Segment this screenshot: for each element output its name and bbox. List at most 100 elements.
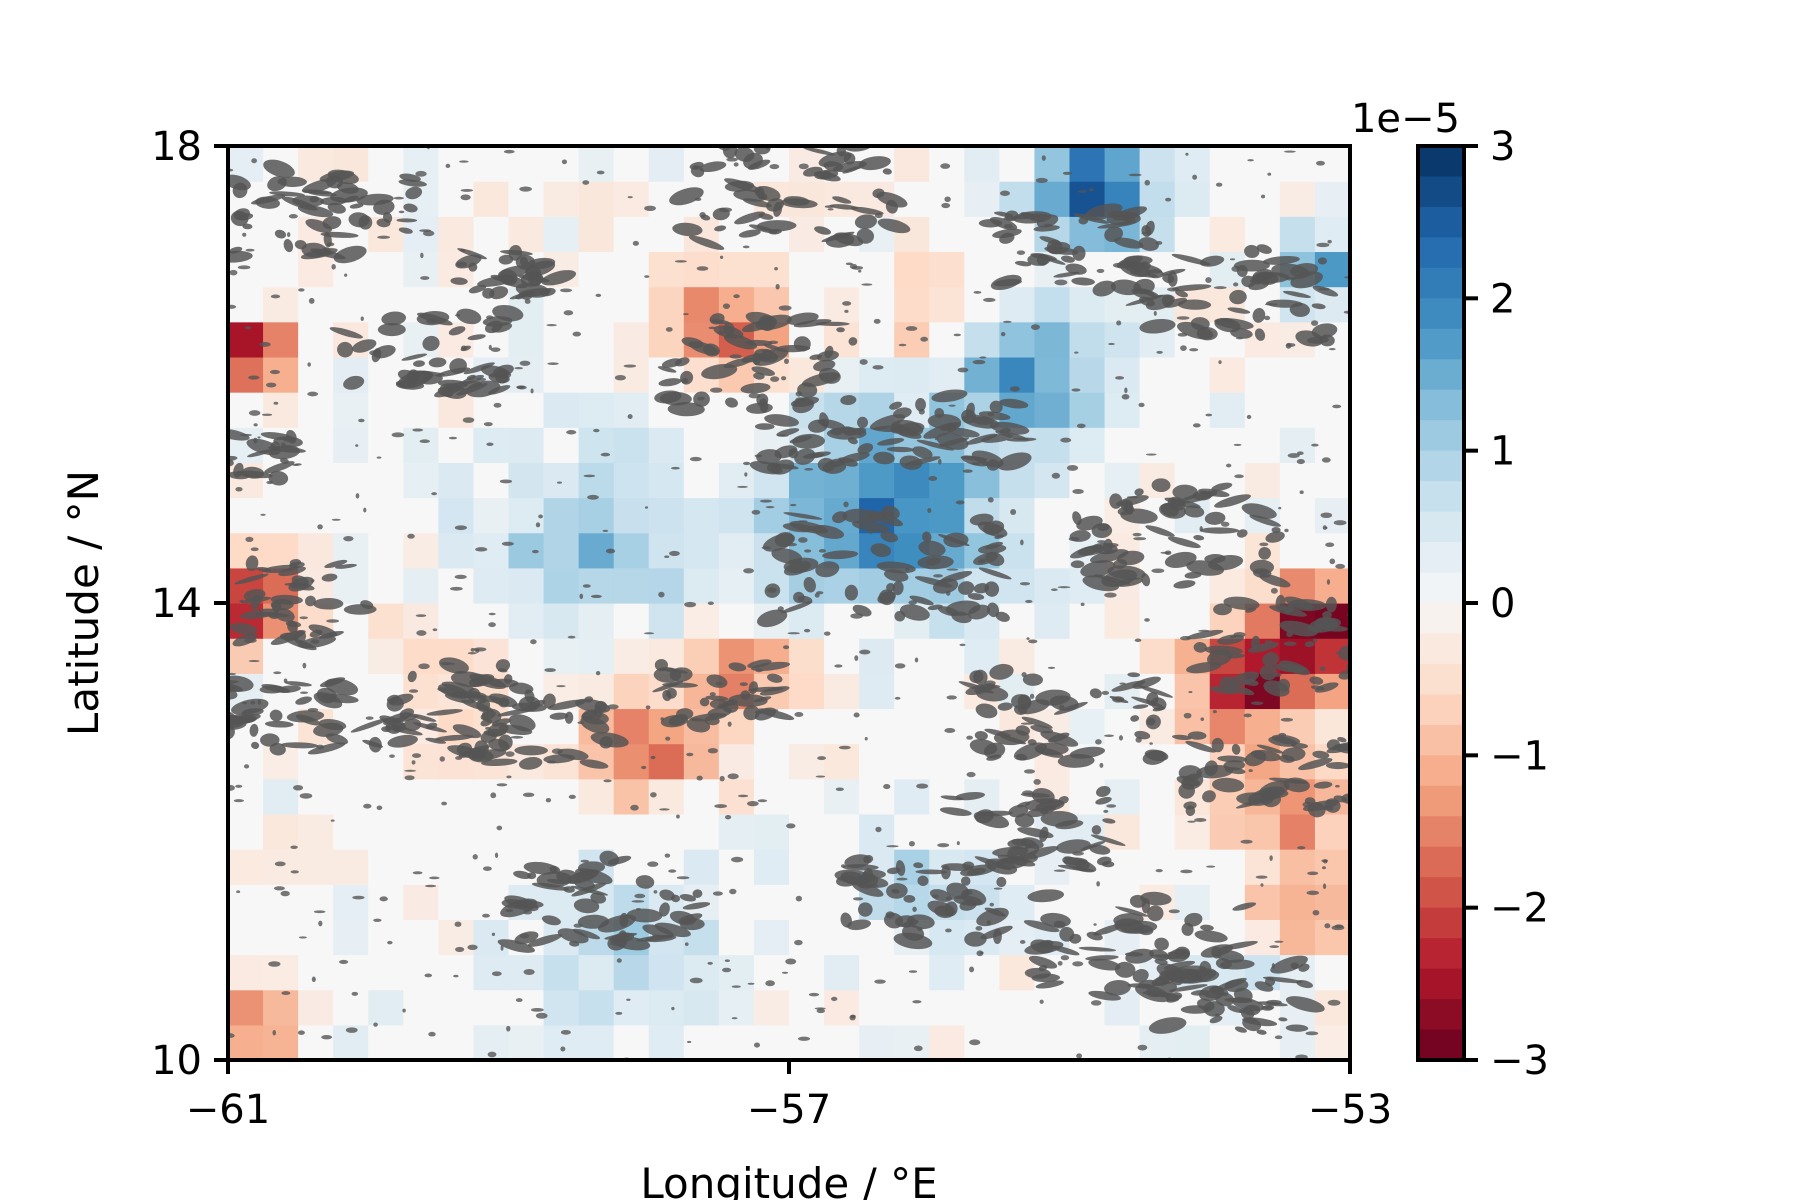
cloud-speck [266, 480, 274, 485]
heatmap-cell [1209, 146, 1246, 182]
heatmap-cell [473, 849, 510, 885]
colorbar-segment [1418, 907, 1464, 939]
cloud-blob [832, 511, 848, 524]
cloud-speck [546, 760, 557, 764]
cloud-blob [1374, 643, 1401, 656]
heatmap-cell [894, 356, 930, 393]
cloud-speck [1063, 856, 1073, 860]
cloud-blob [842, 864, 879, 871]
cloud-speck [1023, 769, 1036, 774]
heatmap-cell [824, 286, 860, 323]
cloud-blob [880, 531, 899, 543]
heatmap-cell [683, 813, 720, 850]
cloud-speck [1189, 348, 1199, 352]
cloud-speck [809, 526, 819, 529]
cloud-blob [999, 398, 1029, 409]
cloud-speck [707, 961, 713, 965]
cloud-blob [968, 604, 991, 620]
heatmap-cell [333, 884, 369, 920]
cloud-blob [749, 460, 783, 475]
cloud-speck [1312, 638, 1318, 643]
cloud-blob [503, 674, 513, 684]
heatmap-cell [1174, 146, 1211, 182]
cloud-blob [527, 271, 543, 287]
cloud-blob [186, 444, 214, 452]
heatmap-cell [228, 989, 264, 1026]
heatmap-cell [1279, 356, 1316, 393]
cloud-blob [671, 894, 681, 903]
heatmap-cell [648, 251, 685, 288]
heatmap-cell [508, 989, 545, 1026]
cloud-speck [664, 555, 670, 559]
cloud-speck [242, 701, 248, 705]
cloud-blob [748, 681, 759, 695]
heatmap-cell [368, 392, 404, 428]
heatmap-cell [999, 321, 1036, 358]
cloud-speck [460, 248, 466, 252]
cloud-blob [228, 250, 253, 263]
heatmap-cell [613, 638, 650, 674]
cloud-speck [920, 336, 928, 342]
cloud-speck [874, 212, 883, 219]
cloud-blob [1035, 800, 1065, 810]
cloud-speck [1319, 666, 1326, 672]
cloud-speck [431, 492, 437, 496]
cloud-blob [1020, 212, 1045, 223]
cloud-blob [1279, 660, 1311, 676]
heatmap-cell [438, 989, 475, 1026]
cloud-blob [679, 893, 697, 902]
cloud-blob [449, 358, 467, 374]
cloud-speck [1145, 453, 1157, 456]
cloud-speck [743, 568, 754, 574]
cloud-blob [1211, 986, 1229, 996]
cloud-blob [957, 581, 975, 595]
x-tick-label: −53 [1308, 1087, 1392, 1133]
cloud-speck [250, 547, 259, 552]
heatmap-cell [1069, 321, 1106, 358]
cloud-speck [665, 327, 673, 332]
cloud-blob [1379, 615, 1398, 624]
cloud-speck [344, 273, 348, 277]
cloud-blob [329, 327, 363, 339]
cloud-speck [1231, 265, 1241, 272]
cloud-blob [377, 323, 406, 337]
cloud-blob [892, 580, 904, 596]
heatmap-cell [929, 638, 965, 674]
cloud-blob [1088, 990, 1122, 1001]
cloud-blob [398, 179, 427, 187]
heatmap-cell [1104, 321, 1141, 358]
heatmap-cell [613, 673, 650, 710]
cloud-speck [245, 536, 254, 542]
cloud-blob [865, 510, 904, 527]
cloud-speck [1071, 388, 1081, 392]
cloud-blob [1192, 490, 1213, 501]
cloud-blob [995, 611, 1010, 622]
heatmap-cell [263, 813, 299, 850]
cloud-blob [1134, 488, 1144, 496]
cloud-speck [861, 283, 873, 286]
heatmap-cell [894, 146, 930, 182]
cloud-blob [495, 659, 511, 672]
cloud-blob [604, 932, 638, 940]
cloud-speck [616, 958, 622, 963]
cloud-speck [864, 737, 868, 741]
cloud-speck [1225, 463, 1232, 468]
heatmap-cell [859, 743, 895, 780]
cloud-blob [1262, 255, 1300, 265]
cloud-blob [233, 462, 244, 478]
cloud-speck [302, 662, 307, 669]
x-tick-label: −57 [747, 1087, 831, 1133]
cloud-speck [1229, 635, 1237, 639]
cloud-speck [715, 681, 723, 686]
cloud-blob [915, 869, 948, 875]
heatmap-cell [263, 849, 299, 885]
cloud-speck [1072, 851, 1085, 856]
cloud-blob [705, 695, 729, 701]
heatmap-cell [333, 849, 369, 885]
cloud-speck [1030, 324, 1040, 330]
heatmap-cell [1104, 673, 1141, 710]
cloud-blob [280, 742, 319, 749]
cloud-blob [1214, 494, 1251, 508]
cloud-speck [424, 973, 433, 978]
cloud-blob [1089, 688, 1102, 699]
